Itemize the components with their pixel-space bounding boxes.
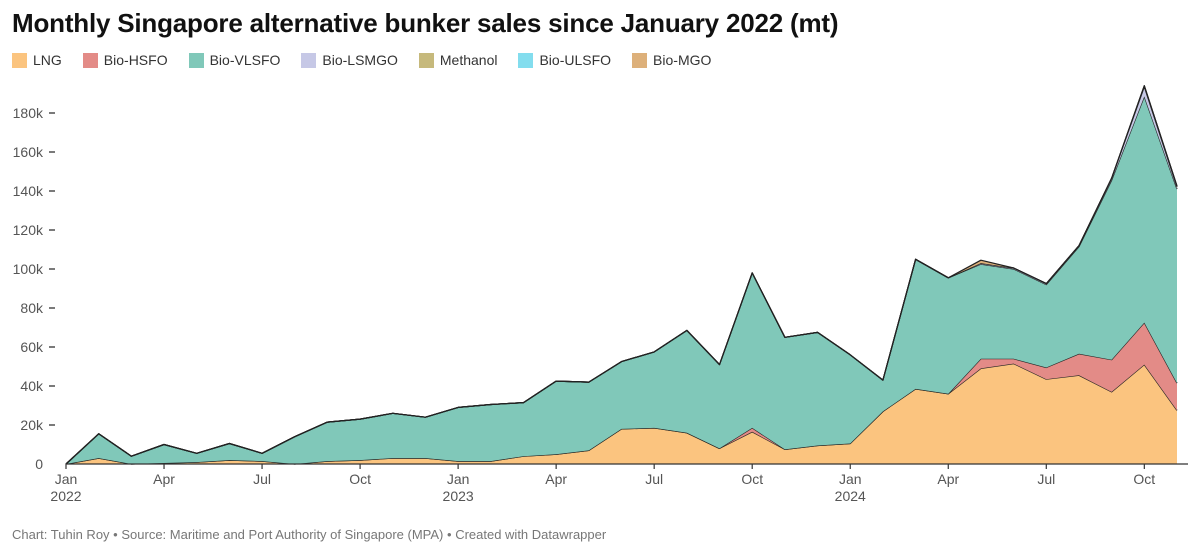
- y-tick-label: 160k: [13, 144, 44, 160]
- legend-swatch-bio-mgo: [632, 52, 648, 68]
- legend-item-lng: LNG: [12, 52, 62, 68]
- y-tick-label: 80k: [20, 300, 44, 316]
- x-tick-label: Jan: [447, 471, 470, 487]
- legend-item-bio-lsmgo: Bio-LSMGO: [301, 52, 398, 68]
- legend-item-bio-ulsfo: Bio-ULSFO: [518, 52, 611, 68]
- legend-label-methanol: Methanol: [439, 52, 498, 68]
- chart-legend: LNG Bio-HSFO Bio-VLSFO Bio-LSMGO Methano…: [12, 52, 732, 68]
- legend-swatch-bio-ulsfo: [518, 52, 534, 68]
- y-tick-label: 120k: [13, 222, 44, 238]
- area-edge-bio-mgo: [65, 85, 1178, 465]
- area-series-lng: [66, 363, 1177, 464]
- chart-title: Monthly Singapore alternative bunker sal…: [12, 8, 839, 38]
- x-tick-label: Oct: [349, 471, 371, 487]
- legend-swatch-methanol: [418, 52, 434, 68]
- x-tick-label: Apr: [937, 471, 959, 487]
- legend-label-bio-mgo: Bio-MGO: [653, 52, 712, 68]
- x-tick-label: Jan: [839, 471, 862, 487]
- x-tick-label: Jul: [645, 471, 663, 487]
- x-tick-label: Oct: [741, 471, 763, 487]
- legend-label-bio-vlsfo: Bio-VLSFO: [209, 52, 281, 68]
- y-tick-label: 0: [35, 456, 43, 472]
- y-tick-label: 60k: [20, 339, 44, 355]
- x-tick-label: Jul: [253, 471, 271, 487]
- x-tick-year-label: 2024: [835, 488, 866, 504]
- x-tick-year-label: 2022: [50, 488, 81, 504]
- y-tick-label: 180k: [13, 105, 44, 121]
- legend-swatch-lng: [12, 52, 27, 68]
- y-tick-label: 20k: [20, 417, 44, 433]
- y-tick-label: 100k: [13, 261, 44, 277]
- footer-credit: Chart: Tuhin Roy: [12, 527, 110, 542]
- chart-footer: Chart: Tuhin Roy • Source: Maritime and …: [12, 527, 606, 542]
- x-tick-label: Jul: [1037, 471, 1055, 487]
- footer-separator-2: •: [447, 527, 452, 542]
- legend-label-bio-ulsfo: Bio-ULSFO: [539, 52, 612, 68]
- x-tick-label: Apr: [545, 471, 567, 487]
- x-tick-label: Jan: [55, 471, 78, 487]
- footer-separator-1: •: [113, 527, 118, 542]
- legend-swatch-bio-hsfo: [82, 52, 98, 68]
- legend-item-bio-vlsfo: Bio-VLSFO: [188, 52, 281, 68]
- legend-item-bio-mgo: Bio-MGO: [632, 52, 711, 68]
- area-series-bio-vlsfo: [66, 96, 1177, 465]
- footer-source: Source: Maritime and Port Authority of S…: [121, 527, 444, 542]
- x-tick-label: Oct: [1133, 471, 1155, 487]
- legend-swatch-bio-vlsfo: [188, 52, 204, 68]
- legend-label-bio-hsfo: Bio-HSFO: [103, 52, 168, 68]
- legend-label-lng: LNG: [33, 52, 62, 68]
- legend-item-bio-hsfo: Bio-HSFO: [82, 52, 168, 68]
- footer-tool: Created with Datawrapper: [455, 527, 607, 542]
- y-tick-label: 140k: [13, 183, 44, 199]
- x-tick-label: Apr: [153, 471, 175, 487]
- x-tick-year-label: 2023: [443, 488, 474, 504]
- legend-swatch-bio-lsmgo: [301, 52, 317, 68]
- y-tick-label: 40k: [20, 378, 44, 394]
- y-axis: 0 20k 40k 60k 80k 100k 120k 140k 160k 180k: [13, 105, 55, 472]
- legend-item-methanol: Methanol: [418, 52, 498, 68]
- area-series-group: [65, 85, 1178, 465]
- legend-label-bio-lsmgo: Bio-LSMGO: [322, 52, 398, 68]
